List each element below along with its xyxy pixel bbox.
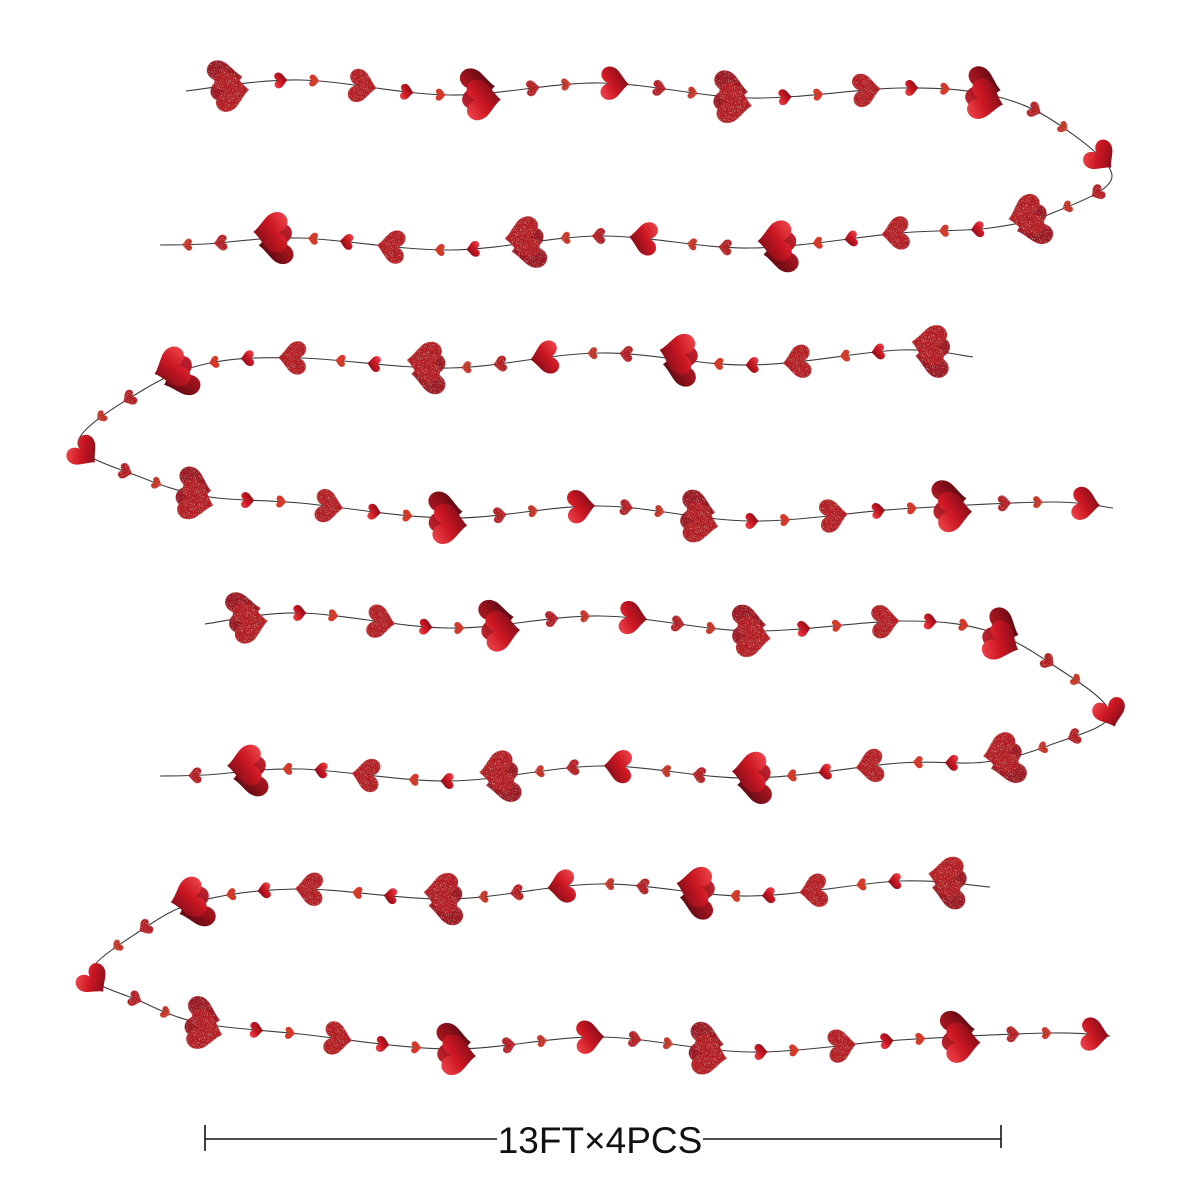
svg-text:13FT×4PCS: 13FT×4PCS [498,1120,703,1161]
